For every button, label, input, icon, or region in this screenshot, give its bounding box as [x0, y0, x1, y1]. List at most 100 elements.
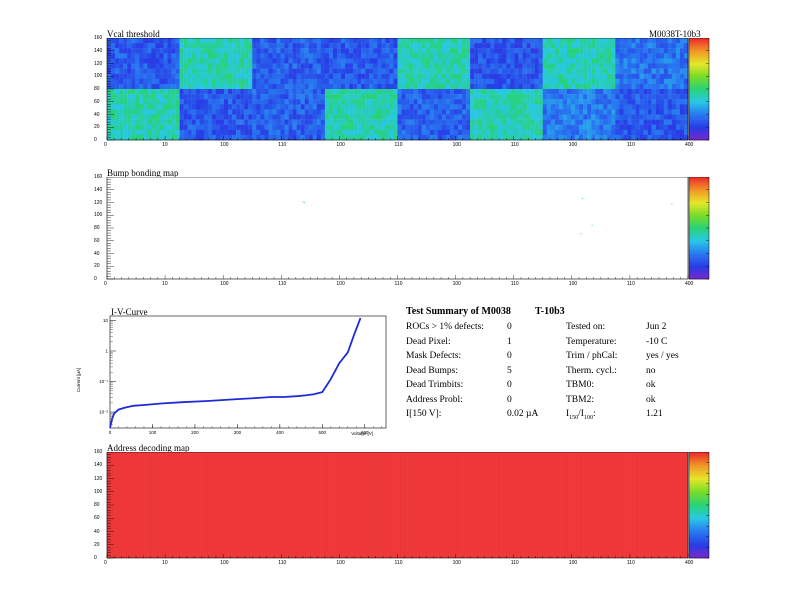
vcal-cell	[336, 124, 342, 130]
vcal-cell	[421, 78, 426, 85]
vcal-cell	[264, 89, 269, 95]
vcal-cell	[248, 68, 253, 74]
vcal-cell	[554, 124, 560, 130]
vcal-cell	[147, 129, 152, 136]
vcal-cell	[353, 134, 358, 141]
vcal-heatmap-cells	[107, 38, 689, 141]
vcal-cell	[280, 43, 285, 49]
vcal-cell	[675, 68, 681, 74]
vcal-cell	[583, 38, 588, 44]
vcal-cell	[667, 78, 673, 85]
vcal-cell	[385, 78, 390, 85]
vcal-cell	[159, 68, 164, 74]
vcal-cell	[111, 43, 116, 49]
vcal-cell	[566, 48, 572, 54]
addr-palette-band	[689, 496, 709, 499]
vcal-cell	[510, 114, 515, 120]
vcal-cell	[183, 119, 188, 125]
vcal-cell	[369, 109, 374, 115]
vcal-cell	[575, 68, 580, 74]
bump-palette-band	[689, 276, 709, 280]
vcal-cell	[232, 124, 237, 130]
vcal-cell	[345, 38, 350, 44]
vcal-cell	[671, 68, 677, 74]
vcal-cell	[643, 38, 648, 44]
vcal-cell	[381, 48, 386, 54]
vcal-cell	[139, 58, 144, 64]
vcal-cell	[248, 89, 253, 95]
vcal-cell	[417, 53, 422, 59]
vcal-cell	[623, 38, 628, 44]
vcal-cell	[655, 38, 660, 44]
vcal-cell	[570, 73, 576, 79]
vcal-cell	[127, 78, 132, 85]
vcal-cell	[494, 99, 499, 105]
vcal-palette-band	[689, 78, 709, 82]
vcal-cell	[296, 99, 301, 105]
vcal-cell	[591, 94, 596, 100]
vcal-cell	[534, 99, 539, 105]
vcal-cell	[595, 109, 600, 115]
vcal-cell	[510, 124, 515, 130]
vcal-cell	[542, 38, 547, 44]
vcal-cell	[595, 83, 600, 90]
vcal-cell	[215, 134, 221, 141]
vcal-cell	[324, 48, 330, 54]
vcal-cell	[336, 48, 342, 54]
vcal-cell	[554, 94, 560, 100]
vcal-cell	[417, 89, 422, 95]
vcal-y-tick: 0	[94, 137, 97, 143]
vcal-cell	[203, 89, 209, 95]
vcal-cell	[345, 83, 350, 90]
vcal-cell	[211, 109, 217, 115]
vcal-cell	[494, 63, 499, 69]
vcal-cell	[236, 99, 241, 105]
vcal-cell	[478, 38, 483, 44]
vcal-cell	[615, 38, 620, 44]
vcal-cell	[554, 83, 560, 90]
vcal-cell	[619, 119, 624, 125]
vcal-cell	[619, 114, 624, 120]
vcal-cell	[393, 89, 398, 95]
vcal-cell	[171, 78, 176, 85]
vcal-cell	[522, 89, 527, 95]
vcal-cell	[546, 124, 552, 130]
vcal-cell	[256, 89, 261, 95]
vcal-cell	[611, 109, 616, 115]
vcal-cell	[123, 73, 128, 79]
vcal-cell	[381, 99, 386, 105]
vcal-cell	[627, 63, 632, 69]
vcal-cell	[232, 38, 237, 44]
vcal-cell	[526, 58, 531, 64]
vcal-cell	[510, 94, 515, 100]
vcal-cell	[284, 94, 289, 100]
vcal-cell	[397, 43, 402, 49]
vcal-cell	[462, 129, 467, 136]
vcal-cell	[433, 43, 439, 49]
vcal-cell	[207, 119, 213, 125]
vcal-cell	[433, 58, 439, 64]
vcal-cell	[236, 124, 241, 130]
vcal-cell	[449, 129, 455, 136]
vcal-cell	[123, 63, 128, 69]
addr-y-tick: 140	[94, 462, 103, 469]
vcal-cell	[175, 83, 180, 90]
vcal-cell	[312, 83, 318, 90]
vcal-cell	[550, 83, 556, 90]
vcal-cell	[462, 99, 467, 105]
vcal-cell	[365, 83, 370, 90]
vcal-cell	[526, 78, 531, 85]
vcal-cell	[506, 94, 511, 100]
bump-palette-band	[689, 213, 709, 217]
vcal-cell	[498, 58, 503, 64]
vcal-cell	[429, 94, 435, 100]
vcal-cell	[332, 89, 338, 95]
bump-palette-band	[689, 254, 709, 257]
bump-palette-band	[689, 185, 709, 188]
vcal-cell	[405, 73, 410, 79]
vcal-cell	[482, 73, 487, 79]
vcal-cell	[449, 53, 455, 59]
vcal-cell	[647, 119, 652, 125]
vcal-cell	[187, 58, 192, 64]
vcal-cell	[381, 63, 386, 69]
